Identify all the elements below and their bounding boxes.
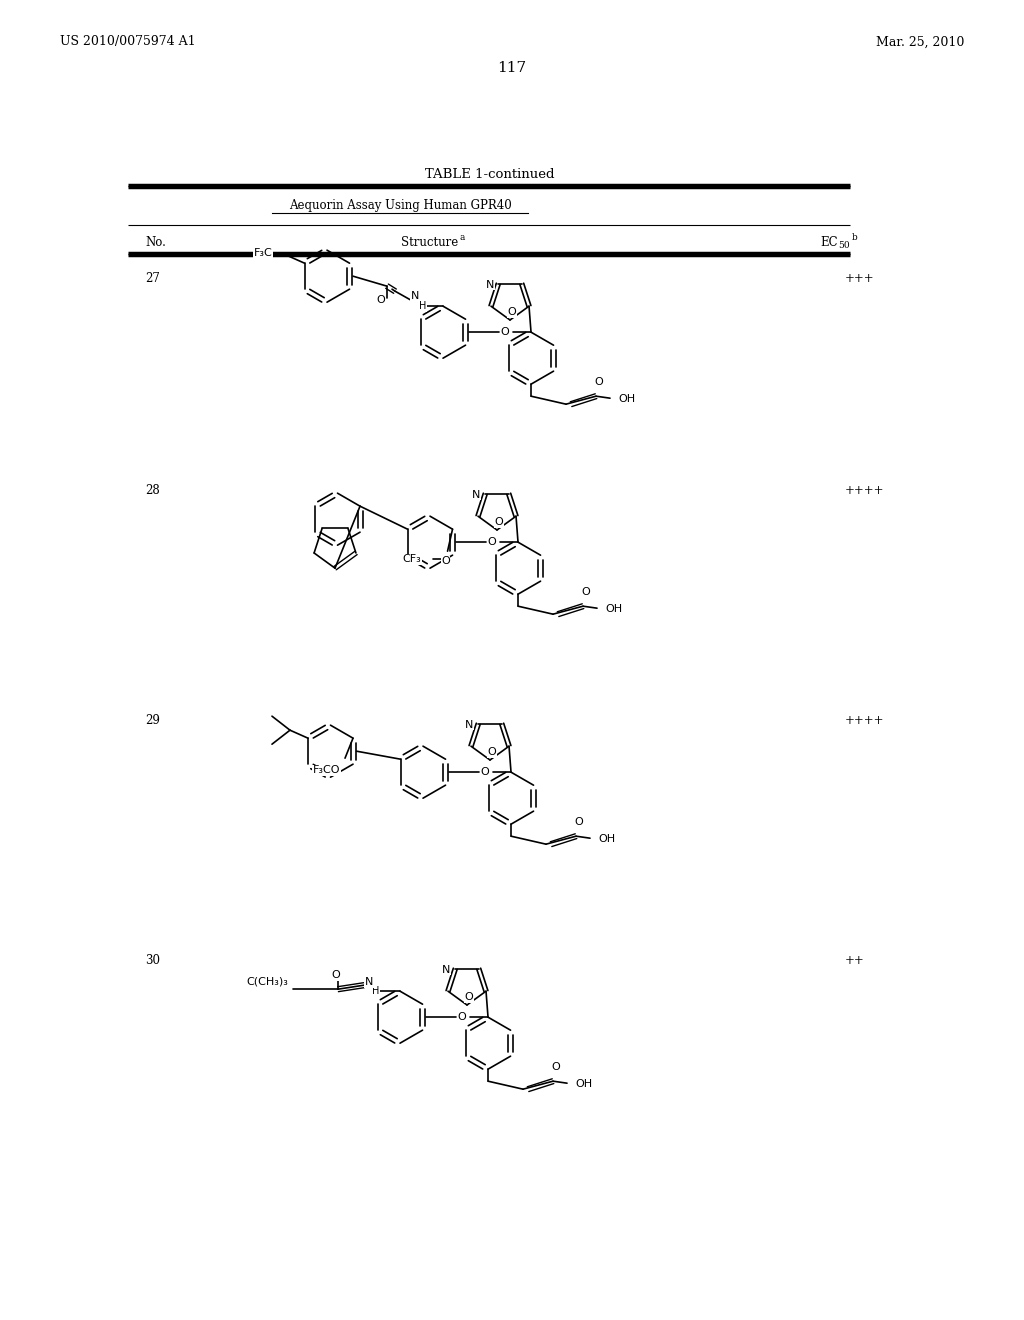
Text: O: O [501,327,509,337]
Text: O: O [595,378,603,387]
Text: No.: No. [145,235,166,248]
Text: N: N [465,719,473,730]
Text: Mar. 25, 2010: Mar. 25, 2010 [876,36,964,49]
Text: O: O [487,537,497,548]
Text: 117: 117 [498,61,526,75]
Text: OH: OH [575,1080,592,1089]
Text: CF₃: CF₃ [402,554,422,564]
Text: O: O [508,308,516,317]
Text: F₃C: F₃C [254,248,272,259]
Text: 29: 29 [145,714,160,726]
Text: N: N [411,292,419,301]
Text: N: N [486,280,495,290]
Text: Aequorin Assay Using Human GPR40: Aequorin Assay Using Human GPR40 [289,198,511,211]
Text: Structure: Structure [401,235,459,248]
Text: O: O [458,1012,466,1022]
Text: 50: 50 [838,242,850,251]
Text: F₃CO: F₃CO [312,766,340,775]
Text: OH: OH [618,395,635,404]
Text: O: O [574,817,584,828]
Text: ++++: ++++ [845,714,885,726]
Text: +++: +++ [845,272,874,285]
Text: OH: OH [598,834,615,845]
Text: O: O [465,993,473,1002]
Text: US 2010/0075974 A1: US 2010/0075974 A1 [60,36,196,49]
Text: OH: OH [605,605,623,614]
Text: O: O [441,556,450,566]
Text: 27: 27 [145,272,160,285]
Text: 28: 28 [145,483,160,496]
Text: 30: 30 [145,953,160,966]
Text: O: O [332,970,340,981]
Text: O: O [495,517,504,527]
Text: N: N [472,490,480,500]
Text: C(CH₃)₃: C(CH₃)₃ [246,977,288,986]
Text: TABLE 1-continued: TABLE 1-continued [425,169,555,181]
Text: H: H [373,986,380,997]
Text: b: b [852,232,858,242]
Text: EC: EC [820,235,838,248]
Text: O: O [487,747,497,756]
Text: N: N [365,977,373,987]
Text: a: a [460,232,465,242]
Text: ++++: ++++ [845,483,885,496]
Text: O: O [480,767,489,777]
Text: H: H [420,301,427,312]
Text: O: O [582,587,591,597]
Text: O: O [552,1063,560,1072]
Text: N: N [442,965,451,974]
Text: O: O [377,296,385,305]
Text: ++: ++ [845,953,864,966]
